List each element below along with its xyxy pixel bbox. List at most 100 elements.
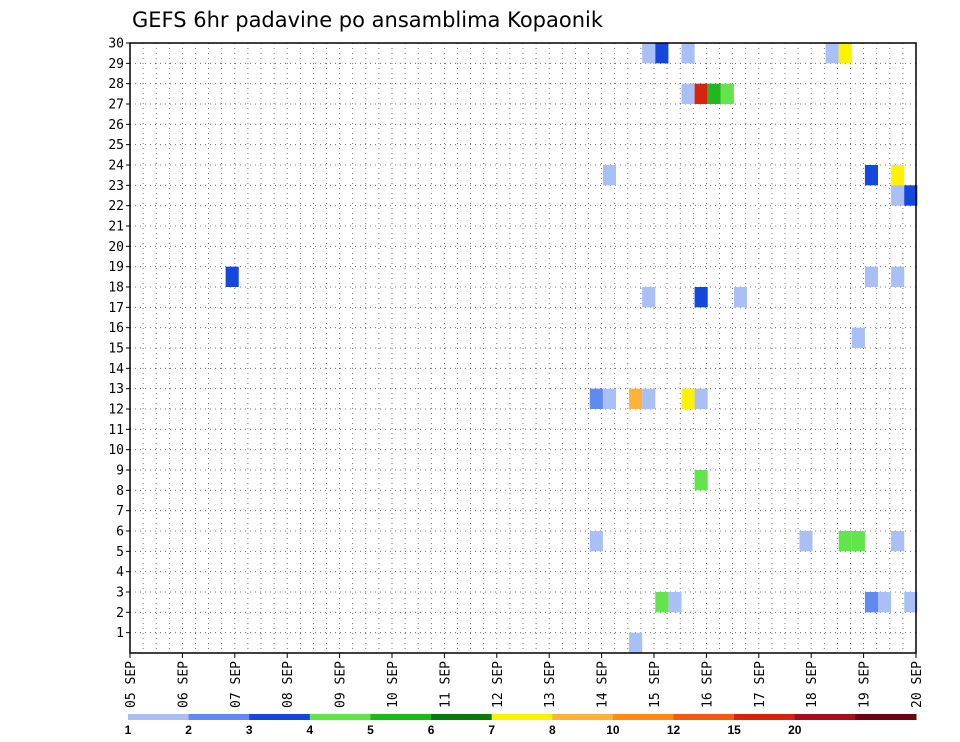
legend-swatch: [734, 714, 796, 720]
y-tick-label: 18: [108, 281, 124, 296]
legend-swatch: [855, 714, 917, 720]
y-tick-label: 19: [108, 260, 124, 275]
data-cell: [694, 287, 708, 308]
data-cell: [589, 388, 603, 409]
data-cell: [602, 388, 617, 409]
legend-label: 8: [549, 723, 556, 737]
legend-swatch: [309, 714, 371, 720]
data-cell: [838, 531, 852, 552]
y-tick-label: 21: [108, 220, 124, 235]
legend-swatch: [552, 714, 614, 720]
y-tick-label: 8: [116, 484, 124, 499]
data-cell: [681, 388, 695, 409]
x-tick-label: 18 SEP: [805, 661, 820, 708]
legend-swatch: [491, 714, 553, 720]
data-cell: [904, 592, 918, 613]
data-cell: [891, 165, 905, 186]
x-tick-label: 07 SEP: [229, 661, 244, 708]
data-cell: [681, 83, 695, 104]
data-cell: [864, 266, 879, 287]
y-tick-label: 16: [108, 321, 124, 336]
data-cell: [799, 531, 813, 552]
data-cell: [720, 83, 734, 104]
data-cell: [642, 287, 656, 308]
data-cell: [225, 266, 239, 287]
data-cell: [904, 185, 918, 206]
data-cell: [668, 592, 682, 613]
x-axis: 05 SEP 06 SEP 07 SEP 08 SEP 09 SEP 10 SEP 11 S…: [124, 653, 925, 708]
x-tick-label: 14 SEP: [596, 661, 611, 708]
legend-swatch: [673, 714, 735, 720]
data-cell: [838, 43, 852, 64]
y-tick-label: 1: [116, 626, 124, 641]
data-cell: [694, 83, 708, 104]
y-tick-label: 4: [116, 565, 124, 580]
y-axis: 1234567891011121314151617181920212223242…: [108, 37, 130, 641]
legend-swatch: [128, 714, 190, 720]
y-tick-label: 22: [108, 199, 124, 214]
x-tick-label: 15 SEP: [648, 661, 663, 708]
color-legend: 1 2 3 4 5 6 7 8 10 12 15 20: [125, 714, 917, 737]
data-cell: [707, 83, 721, 104]
y-tick-label: 10: [108, 443, 124, 458]
legend-label: 2: [185, 723, 192, 737]
data-cell: [694, 470, 708, 491]
y-tick-label: 11: [108, 423, 124, 438]
data-cell: [694, 388, 708, 409]
data-cell: [878, 592, 892, 613]
chart-title: GEFS 6hr padavine po ansamblima Kopaonik: [132, 8, 604, 32]
x-tick-label: 13 SEP: [543, 661, 558, 708]
data-cell: [655, 43, 669, 64]
legend-label: 1: [125, 723, 132, 737]
legend-label: 7: [488, 723, 495, 737]
y-tick-label: 6: [116, 525, 124, 540]
data-cells: [225, 43, 918, 653]
legend-label: 12: [667, 723, 681, 737]
y-tick-label: 25: [108, 138, 124, 153]
y-tick-label: 17: [108, 301, 124, 316]
y-tick-label: 24: [108, 159, 124, 174]
data-cell: [589, 531, 603, 552]
y-tick-label: 30: [108, 37, 124, 52]
x-tick-label: 10 SEP: [386, 661, 401, 708]
y-tick-label: 20: [108, 240, 124, 255]
data-cell: [733, 287, 748, 308]
data-cell: [891, 531, 905, 552]
y-tick-label: 7: [116, 504, 124, 519]
x-tick-label: 12 SEP: [491, 661, 506, 708]
legend-label: 6: [428, 723, 435, 737]
y-tick-label: 2: [116, 606, 124, 621]
x-tick-label: 17 SEP: [753, 661, 768, 708]
data-cell: [629, 632, 643, 653]
x-tick-label: 20 SEP: [910, 661, 925, 708]
data-cell: [655, 592, 669, 613]
x-tick-label: 08 SEP: [281, 661, 296, 708]
grid-lines: [130, 42, 916, 653]
x-tick-label: 05 SEP: [124, 661, 139, 708]
x-tick-label: 16 SEP: [700, 661, 715, 708]
data-cell: [642, 43, 656, 64]
y-tick-label: 13: [108, 382, 124, 397]
legend-label: 15: [727, 723, 741, 737]
legend-swatch: [370, 714, 432, 720]
y-tick-label: 29: [108, 57, 124, 72]
data-cell: [864, 165, 879, 186]
y-tick-label: 3: [116, 586, 124, 601]
legend-label: 5: [367, 723, 374, 737]
legend-label: 4: [307, 723, 314, 737]
data-cell: [825, 43, 839, 64]
legend-label: 10: [606, 723, 620, 737]
y-tick-label: 15: [108, 342, 124, 357]
data-cell: [864, 592, 879, 613]
data-cell: [851, 531, 865, 552]
legend-label: 20: [788, 723, 802, 737]
x-tick-label: 19 SEP: [858, 661, 873, 708]
data-cell: [891, 185, 905, 206]
y-tick-label: 27: [108, 98, 124, 113]
y-tick-label: 23: [108, 179, 124, 194]
x-tick-label: 09 SEP: [334, 661, 349, 708]
data-cell: [851, 327, 865, 348]
x-tick-label: 11 SEP: [438, 661, 453, 708]
legend-swatch: [612, 714, 675, 720]
